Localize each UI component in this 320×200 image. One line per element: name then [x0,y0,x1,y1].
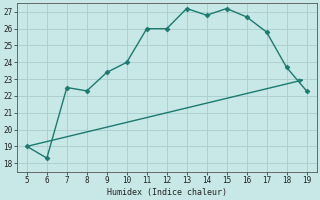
X-axis label: Humidex (Indice chaleur): Humidex (Indice chaleur) [107,188,227,197]
